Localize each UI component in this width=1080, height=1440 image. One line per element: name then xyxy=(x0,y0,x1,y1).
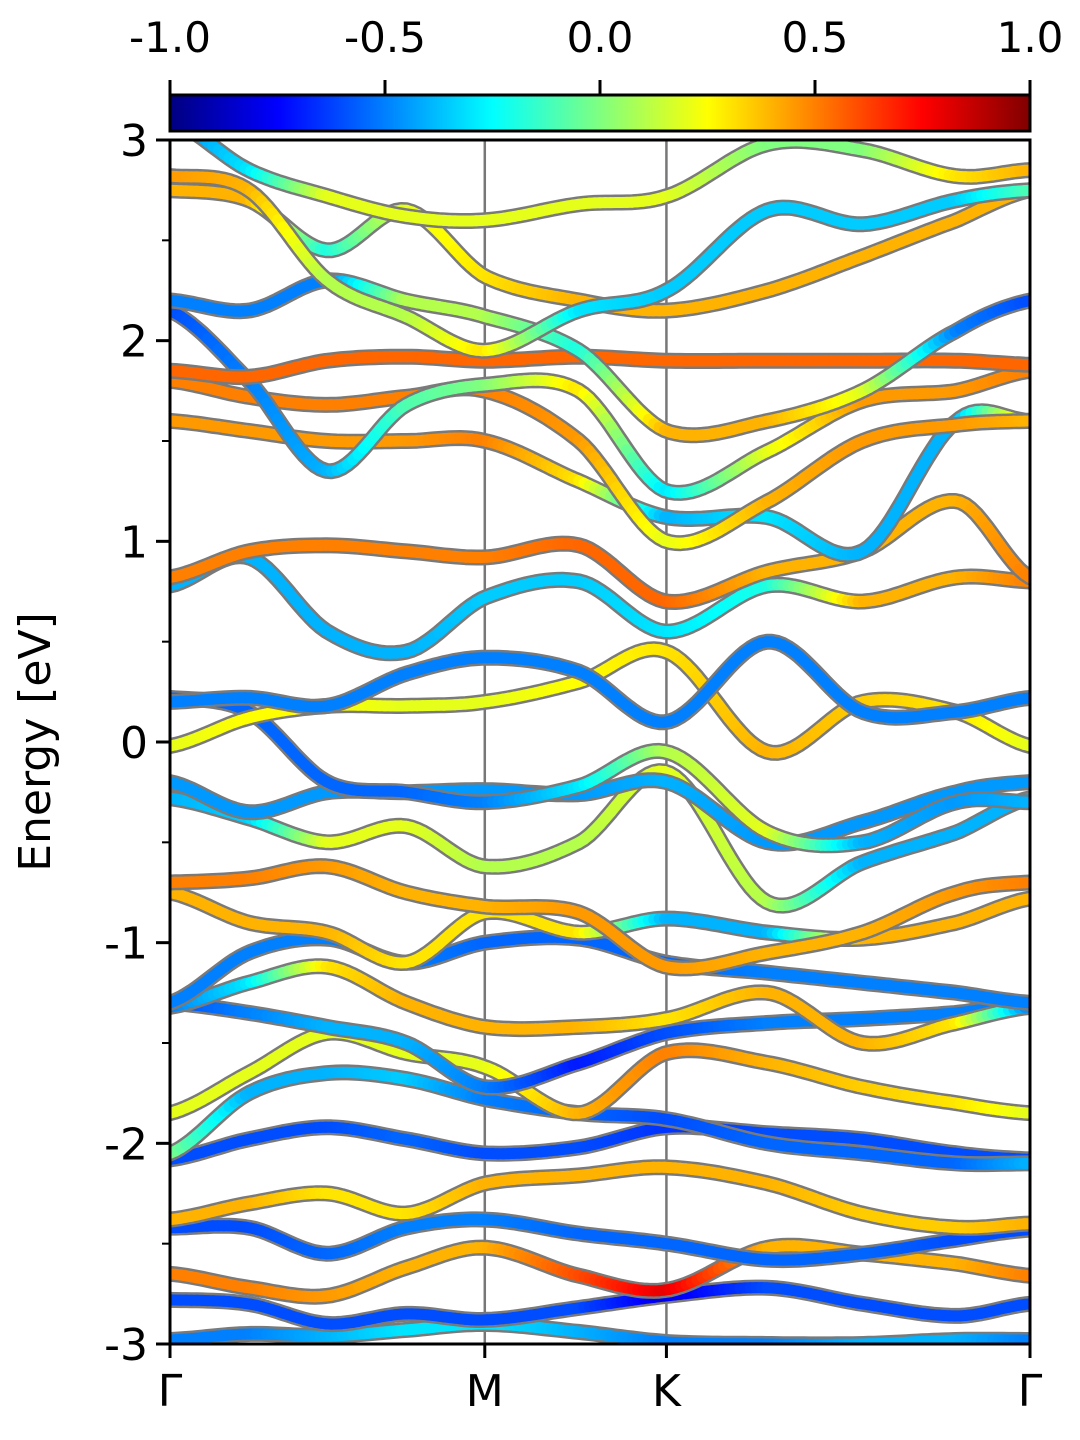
colorbar-tick-label: 0.0 xyxy=(567,13,634,62)
band-series xyxy=(170,548,1030,662)
band-segment xyxy=(195,140,208,144)
y-tick-label: -3 xyxy=(104,1320,148,1371)
y-tick-label: -1 xyxy=(104,919,148,970)
band-series xyxy=(170,1064,1030,1173)
x-tick-label: K xyxy=(652,1366,682,1417)
x-tick-label: M xyxy=(466,1366,504,1417)
x-tick-label: Γ xyxy=(158,1366,183,1417)
colorbar: -1.0 -0.5 0.0 0.5 1.0 xyxy=(129,13,1063,133)
band-series xyxy=(170,1159,1030,1236)
band-series xyxy=(170,689,1030,854)
band-series xyxy=(170,1024,1030,1122)
y-tick-label: 3 xyxy=(120,116,148,167)
y-axis-ticks: 3 2 1 0 -1 -2 -3 xyxy=(104,116,170,1371)
colorbar-tick-label: -1.0 xyxy=(129,13,211,62)
y-tick-label: -2 xyxy=(104,1119,148,1170)
band-series xyxy=(170,168,1030,359)
band-series xyxy=(170,272,1030,444)
x-tick-label: Γ xyxy=(1018,1366,1043,1417)
colorbar-ticks: -1.0 -0.5 0.0 0.5 1.0 xyxy=(129,13,1063,95)
band-series xyxy=(170,994,1030,1096)
high-symmetry-lines xyxy=(483,140,668,1344)
plot-area: 3 2 1 0 -1 -2 -3 Γ M K Γ Energy [eV] xyxy=(10,116,1043,1417)
y-tick-label: 2 xyxy=(120,317,148,368)
band-series xyxy=(170,958,1030,1052)
band-outline xyxy=(170,958,1030,1052)
band-series xyxy=(170,633,1030,731)
colorbar-gradient xyxy=(168,93,1032,133)
band-series xyxy=(170,1315,1030,1344)
band-series xyxy=(170,858,1030,977)
y-tick-label: 0 xyxy=(120,718,148,769)
band-series xyxy=(170,1211,1030,1269)
y-tick-label: 1 xyxy=(120,517,148,568)
colorbar-tick-label: 0.5 xyxy=(782,13,849,62)
colorbar-tick-label: -0.5 xyxy=(344,13,426,62)
bands xyxy=(170,140,1030,1344)
y-axis-title: Energy [eV] xyxy=(10,612,61,872)
band-series xyxy=(191,140,1030,229)
colorbar-tick-label: 1.0 xyxy=(997,13,1064,62)
band-series xyxy=(170,1279,1030,1333)
